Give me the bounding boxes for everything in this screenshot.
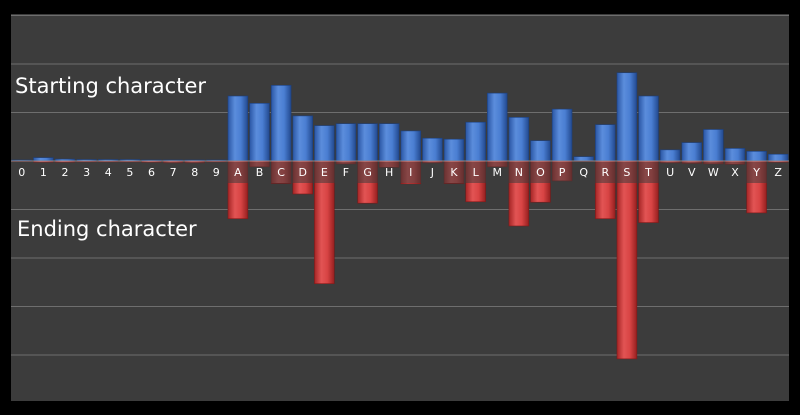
- category-label-J: J: [430, 166, 434, 179]
- starting-bar-X: [724, 148, 746, 162]
- category-label-M: M: [493, 166, 503, 179]
- category-label-O: O: [536, 166, 545, 179]
- category-label-K: K: [450, 166, 458, 179]
- category-label-6: 6: [148, 166, 155, 179]
- starting-bar-C: [270, 85, 292, 162]
- starting-bar-N: [508, 117, 530, 162]
- category-label-H: H: [385, 166, 393, 179]
- starting-bar-S: [616, 72, 638, 162]
- category-label-B: B: [256, 166, 264, 179]
- category-label-D: D: [299, 166, 307, 179]
- category-label-1: 1: [40, 166, 47, 179]
- category-label-8: 8: [191, 166, 198, 179]
- category-label-G: G: [363, 166, 372, 179]
- starting-bar-T: [638, 95, 659, 162]
- starting-bar-Z: [767, 153, 789, 162]
- category-label-X: X: [731, 166, 739, 179]
- ending-bar-S: [616, 160, 638, 360]
- category-label-7: 7: [170, 166, 177, 179]
- starting-bar-O: [530, 140, 551, 162]
- category-label-2: 2: [62, 166, 69, 179]
- starting-bar-E: [314, 125, 335, 162]
- category-label-9: 9: [213, 166, 220, 179]
- starting-bar-K: [443, 138, 465, 162]
- category-label-P: P: [559, 166, 566, 179]
- category-label-F: F: [343, 166, 349, 179]
- starting-bar-R: [595, 124, 616, 162]
- starting-bar-P: [551, 108, 573, 162]
- category-label-C: C: [277, 166, 285, 179]
- category-label-W: W: [708, 166, 719, 179]
- starting-bar-H: [378, 123, 400, 162]
- category-label-T: T: [644, 166, 652, 179]
- starting-bar-V: [681, 142, 702, 162]
- category-label-R: R: [601, 166, 609, 179]
- category-label-5: 5: [126, 166, 133, 179]
- category-label-N: N: [515, 166, 523, 179]
- starting-character-annotation: Starting character: [15, 74, 207, 98]
- category-label-I: I: [409, 166, 412, 179]
- starting-bar-Q: [573, 156, 594, 162]
- starting-bar-A: [227, 95, 249, 162]
- category-label-band: [11, 162, 789, 183]
- ending-character-annotation: Ending character: [17, 217, 197, 241]
- category-label-Y: Y: [752, 166, 760, 179]
- starting-bar-J: [422, 137, 443, 162]
- starting-bar-M: [487, 92, 508, 162]
- plot-area: [11, 14, 789, 401]
- category-label-L: L: [473, 166, 480, 179]
- category-label-V: V: [688, 166, 696, 179]
- starting-bar-F: [335, 123, 357, 162]
- starting-bar-Y: [746, 151, 767, 162]
- starting-bar-B: [249, 102, 270, 162]
- category-label-4: 4: [105, 166, 112, 179]
- category-label-3: 3: [83, 166, 90, 179]
- category-label-U: U: [666, 166, 674, 179]
- category-label-E: E: [321, 166, 328, 179]
- category-label-S: S: [623, 166, 630, 179]
- starting-bar-1: [33, 157, 54, 162]
- category-label-A: A: [234, 166, 242, 179]
- starting-bar-D: [292, 115, 313, 162]
- starting-bar-L: [465, 121, 486, 162]
- starting-bar-G: [357, 123, 378, 162]
- starting-bar-I: [400, 130, 422, 162]
- starting-bar-U: [659, 149, 681, 162]
- category-label-Q: Q: [579, 166, 588, 179]
- category-label-Z: Z: [774, 166, 782, 179]
- starting-bar-W: [703, 129, 724, 162]
- category-label-0: 0: [18, 166, 25, 179]
